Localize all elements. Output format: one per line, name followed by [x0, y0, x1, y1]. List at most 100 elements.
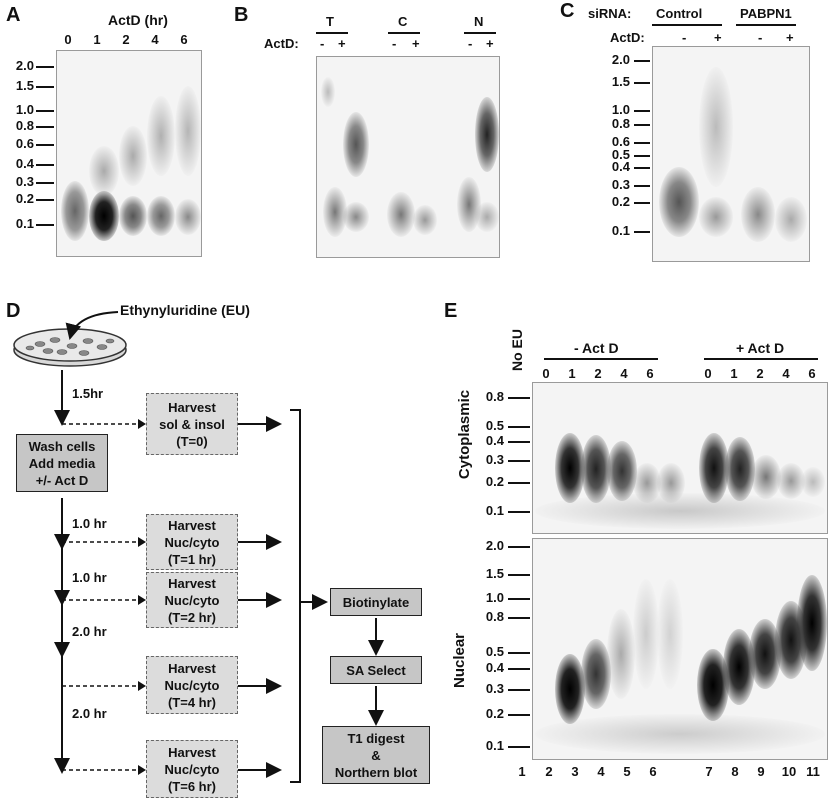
gel-image-a [56, 50, 202, 257]
size-marker: 1.5 [15, 78, 34, 93]
size-marker: 2.0 [611, 52, 630, 67]
harvest-box-line: (T=2 hr) [167, 609, 217, 625]
size-marker: 0.2 [485, 474, 504, 489]
lane-number: 7 [705, 764, 713, 779]
size-marker: 0.8 [485, 389, 504, 404]
minus-label: - [758, 30, 763, 45]
harvest-box-line: Harvest [168, 399, 216, 415]
lane-number: 10 [781, 764, 797, 779]
time-lane-label: 6 [808, 366, 816, 381]
harvest-box-line: (T=6 hr) [167, 778, 217, 794]
panel-a-lane-label: 2 [122, 32, 130, 47]
size-marker: 0.1 [15, 216, 34, 231]
size-marker: 0.5 [611, 147, 630, 162]
interval-label: 1.0 hr [72, 570, 107, 585]
harvest-box-line: (T=4 hr) [167, 694, 217, 710]
minus-label: - [682, 30, 687, 45]
panel-label-b: B [234, 4, 249, 26]
time-lane-label: 1 [568, 366, 576, 381]
time-lane-label: 4 [620, 366, 628, 381]
size-marker: 0.4 [485, 660, 504, 675]
time-lane-label: 4 [782, 366, 790, 381]
panel-b-actd-label: ActD: [264, 36, 299, 51]
minus-label: - [320, 36, 325, 51]
biotinylate-box: Biotinylate [330, 588, 422, 616]
t1-digest-box: T1 digest & Northern blot [322, 726, 430, 784]
gel-image-cytoplasmic [532, 382, 828, 534]
size-marker: 0.4 [15, 156, 34, 171]
step-label: T1 digest [347, 730, 405, 746]
wash-cells-box: Wash cells Add media +/- Act D [16, 434, 108, 492]
size-marker: 0.4 [611, 159, 630, 174]
size-marker: 0.8 [485, 609, 504, 624]
no-eu-label: No EU [509, 329, 525, 371]
size-marker: 0.6 [15, 136, 34, 151]
panel-b-group-label: N [474, 14, 484, 29]
size-marker: 0.5 [485, 644, 504, 659]
wash-box-line: Wash cells [28, 438, 96, 454]
plus-label: + [338, 36, 346, 51]
plus-label: + [412, 36, 420, 51]
harvest-box-line: (T=0) [176, 433, 208, 449]
size-marker: 0.4 [485, 433, 504, 448]
lane-number: 8 [731, 764, 739, 779]
size-marker: 0.1 [611, 223, 630, 238]
wash-box-line: +/- Act D [35, 472, 89, 488]
harvest-box-line: Harvest [168, 744, 216, 760]
harvest-box-line: Nuc/cyto [164, 534, 220, 550]
harvest-box: Harvest Nuc/cyto (T=1 hr) [146, 514, 238, 570]
gel-image-nuclear [532, 538, 828, 760]
step-label: SA Select [346, 662, 406, 678]
harvest-box-line: Harvest [168, 660, 216, 676]
panel-a-lane-label: 4 [151, 32, 159, 47]
panel-a-lane-label: 1 [93, 32, 101, 47]
harvest-box-line: (T=1 hr) [167, 551, 217, 567]
harvest-box-line: Nuc/cyto [164, 761, 220, 777]
size-marker: 1.5 [611, 74, 630, 89]
panel-label-e: E [444, 300, 458, 322]
step-label: Biotinylate [342, 594, 410, 610]
panel-a-title: ActD (hr) [108, 12, 168, 28]
panel-b-group-label: C [398, 14, 408, 29]
minus-label: - [468, 36, 473, 51]
harvest-box-line: Harvest [168, 517, 216, 533]
harvest-box: Harvest sol & insol (T=0) [146, 393, 238, 455]
panel-a-lane-label: 6 [180, 32, 188, 47]
size-marker: 1.0 [485, 590, 504, 605]
size-marker: 0.1 [485, 503, 504, 518]
time-lane-label: 2 [594, 366, 602, 381]
lane-number: 1 [518, 764, 526, 779]
time-lane-label: 0 [704, 366, 712, 381]
panel-label-a: A [6, 4, 21, 26]
lane-number: 11 [806, 764, 820, 779]
harvest-box: Harvest Nuc/cyto (T=6 hr) [146, 740, 238, 798]
size-marker: 0.5 [485, 418, 504, 433]
gel-image-b [316, 56, 500, 258]
panel-a-lane-label: 0 [64, 32, 72, 47]
size-marker: 0.3 [15, 174, 34, 189]
size-marker: 0.8 [15, 118, 34, 133]
time-lane-label: 1 [730, 366, 738, 381]
step-label: & [371, 747, 381, 763]
lane-number: 3 [571, 764, 579, 779]
harvest-box: Harvest Nuc/cyto (T=2 hr) [146, 572, 238, 628]
compound-label: Ethynyluridine (EU) [120, 302, 250, 318]
panel-label-d: D [6, 300, 21, 322]
plus-actd-label: + Act D [736, 340, 785, 356]
wash-box-line: Add media [28, 455, 96, 471]
plus-label: + [714, 30, 722, 45]
cytoplasmic-label: Cytoplasmic [456, 389, 474, 480]
size-marker: 1.0 [15, 102, 34, 117]
interval-label: 1.0 hr [72, 516, 107, 531]
lane-number: 6 [649, 764, 657, 779]
size-marker: 2.0 [485, 538, 504, 553]
sa-select-box: SA Select [330, 656, 422, 684]
size-marker: 0.2 [485, 706, 504, 721]
plus-label: + [786, 30, 794, 45]
minus-actd-label: - Act D [574, 340, 619, 356]
interval-label: 1.5hr [72, 386, 104, 401]
size-marker: 1.0 [611, 102, 630, 117]
nuclear-label: Nuclear [451, 632, 469, 689]
gel-image-c [652, 46, 810, 262]
